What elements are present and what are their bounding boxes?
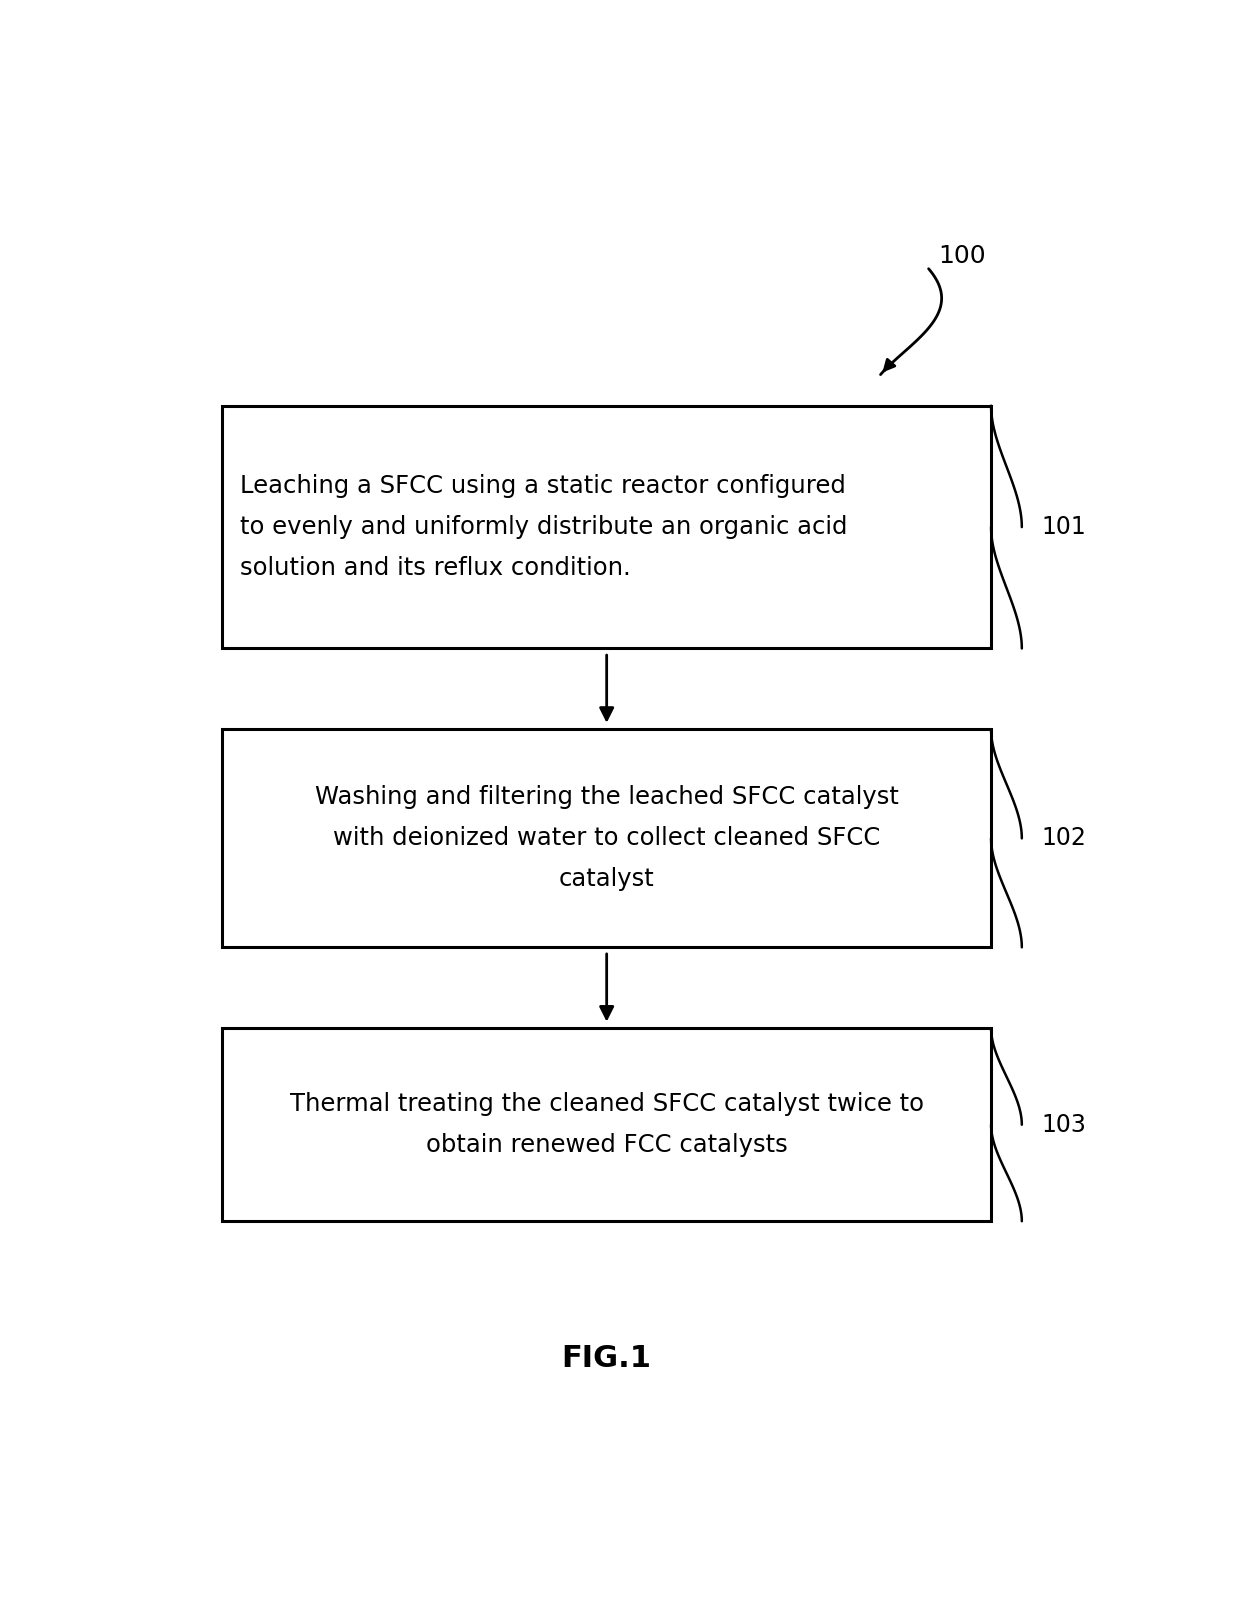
FancyBboxPatch shape <box>222 1028 991 1221</box>
Text: 100: 100 <box>939 244 986 268</box>
Text: with deionized water to collect cleaned SFCC: with deionized water to collect cleaned … <box>334 826 880 851</box>
Text: Thermal treating the cleaned SFCC catalyst twice to: Thermal treating the cleaned SFCC cataly… <box>290 1091 924 1116</box>
Text: obtain renewed FCC catalysts: obtain renewed FCC catalysts <box>425 1134 787 1158</box>
Text: catalyst: catalyst <box>559 867 655 891</box>
FancyBboxPatch shape <box>222 729 991 948</box>
Text: Leaching a SFCC using a static reactor configured: Leaching a SFCC using a static reactor c… <box>239 474 846 498</box>
Text: FIG.1: FIG.1 <box>562 1344 652 1373</box>
Text: Washing and filtering the leached SFCC catalyst: Washing and filtering the leached SFCC c… <box>315 786 899 808</box>
Text: 102: 102 <box>1042 826 1086 851</box>
Text: solution and its reflux condition.: solution and its reflux condition. <box>239 556 630 581</box>
Text: to evenly and uniformly distribute an organic acid: to evenly and uniformly distribute an or… <box>239 516 847 538</box>
Text: 103: 103 <box>1042 1112 1086 1137</box>
FancyBboxPatch shape <box>222 406 991 648</box>
Text: 101: 101 <box>1042 516 1086 538</box>
